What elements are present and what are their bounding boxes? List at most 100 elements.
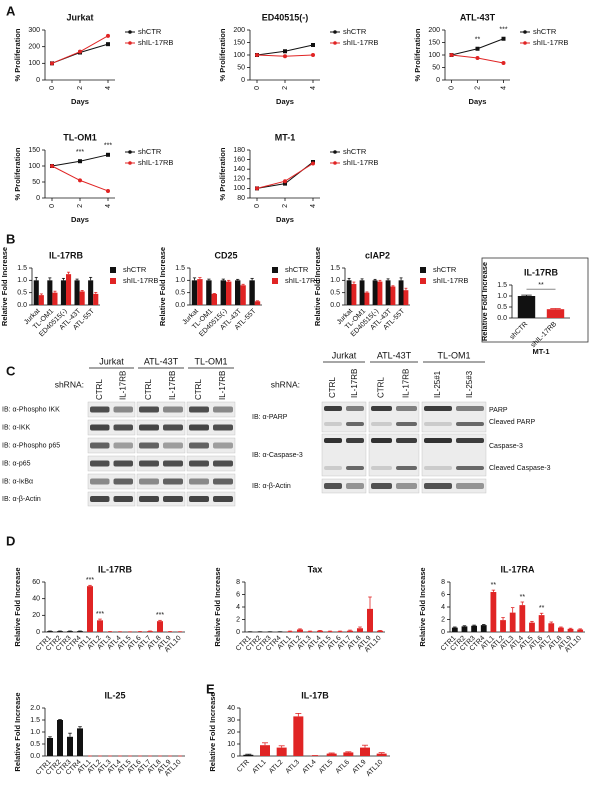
x-tick-label: 4: [310, 86, 317, 90]
band: [371, 406, 392, 411]
bar: [359, 280, 365, 305]
y-axis-label: Relative Fold Increase: [158, 247, 167, 326]
blot-header: Jurkat: [99, 356, 124, 366]
blot-strip: [87, 455, 136, 472]
y-tick-label: 100: [428, 52, 440, 59]
point: [501, 36, 506, 41]
bar: [390, 286, 396, 305]
legend-label: shIL-17RB: [343, 158, 378, 167]
point: [475, 56, 480, 60]
legend-marker: [523, 30, 527, 34]
y-tick-label: 1.0: [330, 277, 340, 284]
legend-swatch: [110, 267, 116, 273]
annotation: **: [475, 37, 481, 44]
x-tick-label: shIL-17RB: [530, 321, 559, 350]
y-tick-label: 150: [28, 147, 40, 154]
y-axis-label: Relative Fold Increase: [213, 567, 222, 646]
y-axis-label: Relative Fold Increase: [313, 247, 322, 326]
x-tick-label: CTR: [236, 759, 251, 774]
band: [346, 438, 364, 443]
point: [78, 159, 82, 164]
annotation: ***: [499, 27, 507, 34]
lane-label: IL-25#3: [465, 370, 474, 398]
legend-label: shCTR: [343, 147, 367, 156]
band: [324, 438, 342, 443]
x-tick-label: shCTR: [509, 321, 529, 341]
y-tick-label: 150: [428, 39, 440, 46]
bar: [577, 629, 584, 632]
blot-strip: [87, 419, 136, 436]
x-axis-label: Days: [276, 215, 294, 224]
blot-strip: [186, 455, 236, 472]
x-tick-label: ATL3: [285, 759, 301, 775]
point: [501, 61, 506, 65]
y-tick-label: 50: [32, 179, 40, 186]
y-tick-label: 50: [432, 64, 440, 71]
x-tick-label: ATL4: [301, 759, 317, 775]
band: [324, 466, 342, 470]
y-tick-label: 80: [237, 195, 245, 202]
bar: [293, 716, 304, 756]
legend-label: shCTR: [123, 265, 147, 274]
point: [283, 179, 287, 184]
bar: [376, 753, 387, 756]
annotation: ***: [96, 611, 104, 618]
bar: [220, 280, 226, 305]
band: [163, 424, 183, 431]
band: [139, 424, 159, 431]
bar: [398, 280, 404, 305]
bar: [500, 620, 506, 632]
band: [163, 406, 183, 413]
x-tick-label: 0: [254, 204, 261, 208]
y-tick-label: 0.0: [17, 302, 27, 309]
band: [324, 483, 342, 489]
y-tick-label: 4: [236, 604, 240, 611]
y-tick-label: 0.5: [30, 741, 40, 748]
point: [106, 42, 110, 47]
y-tick-label: 0: [231, 753, 235, 760]
y-tick-label: 0.5: [330, 290, 340, 297]
blot-strip: [368, 478, 420, 494]
y-tick-label: 0: [36, 629, 40, 636]
band: [396, 422, 417, 426]
band: [189, 496, 209, 502]
y-tick-label: 300: [28, 27, 40, 34]
x-tick-label: 4: [105, 86, 112, 90]
lane-label: IL-17RB: [118, 371, 127, 400]
lane-label: CTRL: [328, 377, 337, 398]
chart-title: Jurkat: [66, 12, 93, 22]
chart-title: TL-OM1: [63, 132, 97, 142]
blot-strip: [136, 473, 186, 490]
band: [371, 438, 392, 443]
blot-row-label: IB: α-PARP: [252, 414, 288, 421]
blot-strip: [87, 401, 136, 418]
panel-label: E: [206, 681, 215, 696]
x-tick-label: ATL5: [318, 759, 334, 775]
band: [113, 424, 133, 431]
y-tick-label: 0.5: [497, 304, 507, 311]
band: [113, 478, 133, 485]
chart-title: ATL-43T: [460, 12, 496, 22]
bar: [38, 295, 44, 305]
blot-row-label: IB: α-Phospho IKK: [2, 406, 60, 413]
x-tick-label: 0: [448, 86, 455, 90]
bar: [327, 631, 333, 632]
blot-header: TL-OM1: [194, 356, 227, 366]
y-tick-label: 0: [36, 77, 40, 84]
annotation: ***: [104, 143, 112, 150]
point: [475, 46, 480, 51]
chart-title: IL-17RB: [524, 267, 559, 277]
legend-label: shIL-17RB: [138, 38, 173, 47]
band: [371, 483, 392, 489]
bar: [191, 280, 198, 305]
bar: [66, 274, 72, 305]
band: [456, 406, 484, 411]
y-tick-label: 1.5: [30, 717, 40, 724]
y-tick-label: 0.0: [330, 302, 340, 309]
bar: [52, 292, 58, 305]
band: [424, 422, 452, 426]
legend-swatch: [272, 278, 278, 284]
band: [90, 460, 110, 467]
y-tick-label: 60: [32, 579, 40, 586]
